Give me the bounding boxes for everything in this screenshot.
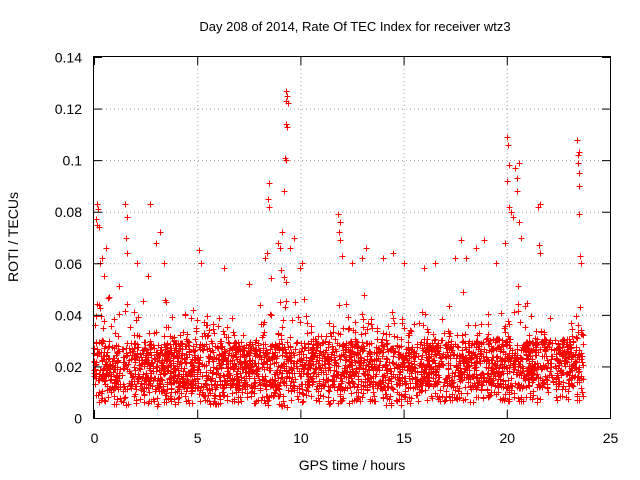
x-tick-label: 0 <box>91 430 99 446</box>
y-tick-label: 0.02 <box>55 359 82 375</box>
x-tick-label: 10 <box>293 430 309 446</box>
chart-title: Day 208 of 2014, Rate Of TEC Index for r… <box>199 19 510 34</box>
y-tick-labels: 0 0.02 0.04 0.06 0.08 0.1 0.12 0.14 <box>55 50 82 427</box>
plot-frame <box>93 56 611 419</box>
y-axis-label: ROTI / TECUs <box>5 192 21 282</box>
y-tick-label: 0.1 <box>63 153 83 169</box>
y-tick-label: 0.12 <box>55 101 82 117</box>
y-tick-label: 0.08 <box>55 204 82 220</box>
y-tick-label: 0.14 <box>55 50 82 66</box>
y-tick-label: 0.06 <box>55 256 82 272</box>
y-tick-label: 0.04 <box>55 307 82 323</box>
x-tick-label: 25 <box>603 430 619 446</box>
x-tick-label: 15 <box>396 430 412 446</box>
x-axis-label: GPS time / hours <box>299 457 406 473</box>
x-tick-label: 5 <box>194 430 202 446</box>
axis-ticks <box>94 57 611 419</box>
x-tick-label: 20 <box>500 430 516 446</box>
scatter-markers <box>91 88 587 411</box>
y-tick-label: 0 <box>74 411 82 427</box>
x-tick-labels: 0 5 10 15 20 25 <box>91 430 619 446</box>
data-points <box>91 88 587 411</box>
